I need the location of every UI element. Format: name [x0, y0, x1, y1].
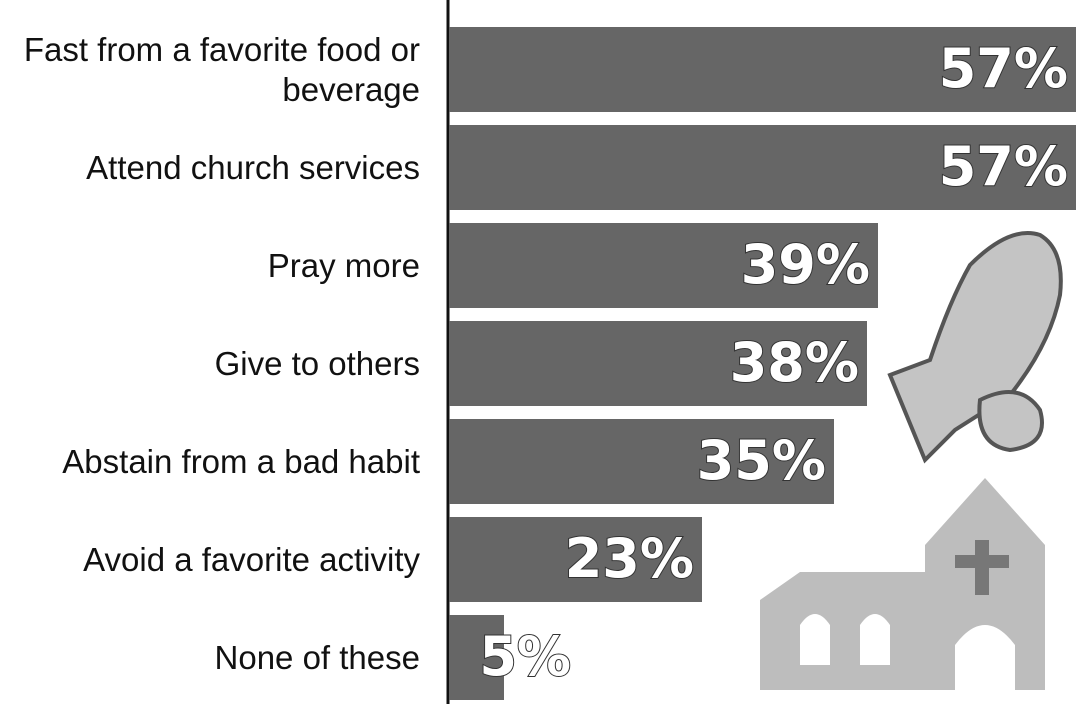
- value-label: 5%: [479, 625, 571, 688]
- bar: [449, 419, 834, 504]
- cross: [955, 555, 1009, 568]
- hands: [887, 231, 1063, 464]
- category-label: Attend church services: [86, 148, 420, 186]
- value-label: 23%: [565, 527, 694, 590]
- category-label: Avoid a favorite activity: [83, 540, 420, 578]
- church-icon: [760, 478, 1045, 690]
- praying-hands-icon: [887, 231, 1063, 464]
- window: [860, 614, 890, 665]
- bar: [449, 321, 867, 406]
- value-label: 57%: [939, 135, 1068, 198]
- value-label: 39%: [741, 233, 870, 296]
- door: [955, 625, 1015, 690]
- bar: [449, 27, 1076, 112]
- category-label: Pray more: [267, 246, 420, 284]
- window: [800, 614, 830, 665]
- bar: [449, 125, 1076, 210]
- bar: [449, 517, 702, 602]
- category-label: Abstain from a bad habit: [62, 442, 420, 480]
- cuff: [977, 390, 1044, 453]
- category-label: Fast from a favorite food or beverage: [23, 30, 420, 108]
- category-label: None of these: [214, 638, 420, 676]
- value-label: 57%: [939, 37, 1068, 100]
- category-label: Give to others: [214, 344, 420, 382]
- bar: [449, 223, 878, 308]
- value-label: 35%: [697, 429, 826, 492]
- value-label: 38%: [730, 331, 859, 394]
- bar: [449, 615, 504, 700]
